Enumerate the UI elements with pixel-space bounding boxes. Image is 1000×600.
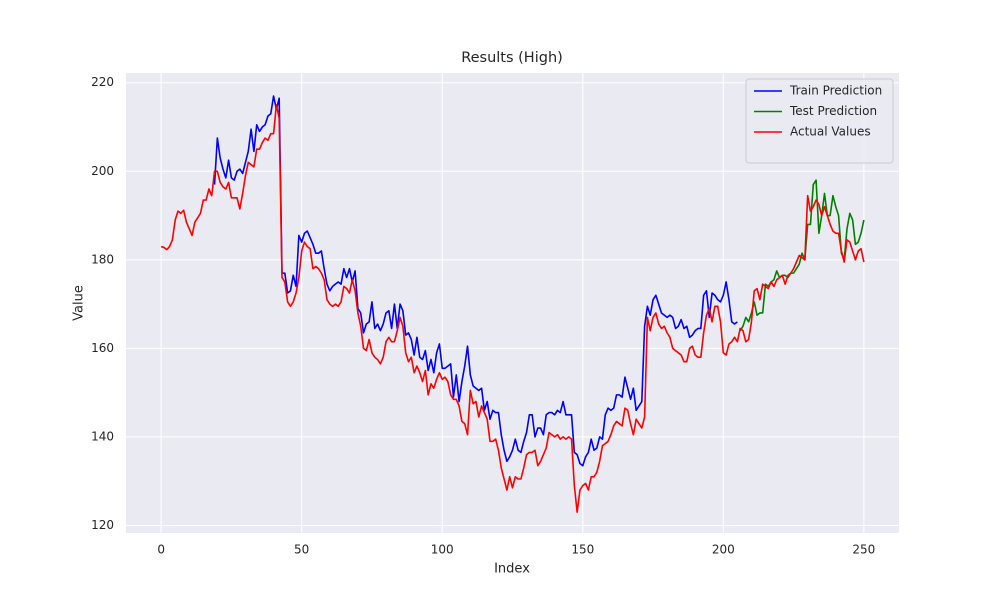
x-tick-label: 150 [571, 543, 594, 557]
x-axis-label: Index [494, 562, 530, 577]
legend-box [745, 78, 894, 164]
x-tick-label: 50 [294, 543, 309, 557]
y-tick-label: 200 [91, 164, 114, 178]
legend-label: Train Prediction [789, 84, 882, 98]
legend-label: Test Prediction [789, 104, 877, 118]
y-tick-label: 120 [91, 518, 114, 532]
y-tick-label: 180 [91, 252, 114, 266]
y-tick-label: 140 [91, 429, 114, 443]
chart-title: Results (High) [461, 50, 563, 66]
series-line [160, 104, 865, 513]
x-tick-label: 250 [852, 543, 875, 557]
y-tick-label: 160 [91, 341, 114, 355]
x-tick-label: 100 [431, 543, 454, 557]
y-axis-label: Value [72, 285, 87, 321]
x-tick-label: 200 [712, 543, 735, 557]
y-tick-label: 220 [91, 75, 114, 89]
legend: Train Prediction Test Prediction Actual Va… [745, 78, 894, 164]
x-tick-label: 0 [157, 543, 165, 557]
series-line [213, 95, 738, 467]
legend-label: Actual Values [790, 125, 871, 139]
